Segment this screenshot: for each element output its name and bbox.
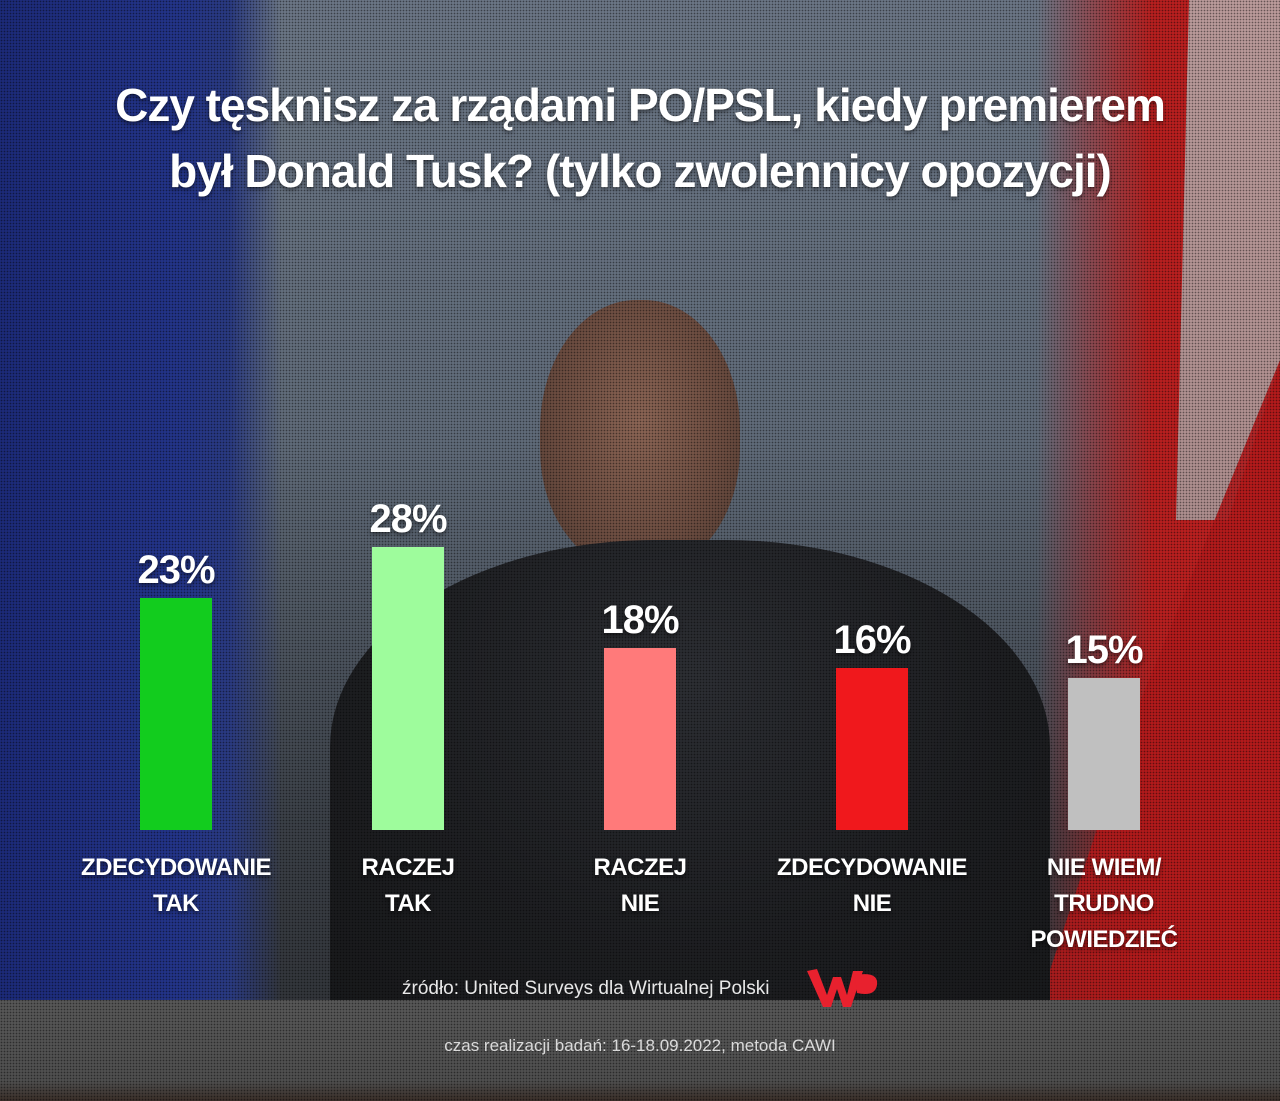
bar-value-label: 18%: [601, 598, 679, 642]
background-person-head: [540, 300, 740, 570]
bar-5: [1068, 678, 1140, 830]
source-text: źródło: United Surveys dla Wirtualnej Po…: [402, 978, 770, 999]
background-person-suit: [330, 540, 1050, 1000]
bar-category-label-line1: ZDECYDOWANIE: [80, 854, 272, 881]
bar-value-label: 23%: [137, 548, 215, 592]
chart-title-line2: był Donald Tusk? (tylko zwolennicy opozy…: [169, 145, 1112, 197]
bar-category-label-line1: NIE WIEM/: [1046, 854, 1162, 881]
bar-3: [604, 648, 676, 830]
bar-1: [140, 598, 212, 830]
bar-category-label-line2: TRUDNO POWIEDZIEĆ: [1030, 890, 1178, 953]
bar-category-label-line2: NIE: [620, 890, 660, 917]
bar-2: [372, 547, 444, 830]
bar-category-label: ZDECYDOWANIE NIE: [756, 850, 988, 922]
bar-category-label-line2: NIE: [852, 890, 892, 917]
bar-value-label: 28%: [369, 497, 447, 541]
background-desk: [0, 1000, 1280, 1101]
chart-title-line1: Czy tęsknisz za rządami PO/PSL, kiedy pr…: [115, 79, 1166, 131]
bar-category-label: NIE WIEM/TRUDNO POWIEDZIEĆ: [988, 850, 1220, 958]
bar-category-label-line2: TAK: [384, 890, 432, 917]
bar-category-label: RACZEJ TAK: [292, 850, 524, 922]
bar-value-label: 16%: [833, 618, 911, 662]
bar-category-label-line1: ZDECYDOWANIE: [776, 854, 968, 881]
bar-category-label-line1: RACZEJ: [593, 854, 687, 881]
survey-method-text: czas realizacji badań: 16-18.09.2022, me…: [444, 1036, 836, 1055]
bar-category-label: ZDECYDOWANIE TAK: [60, 850, 292, 922]
wp-logo-icon: [807, 969, 878, 1007]
wp-logo: [805, 965, 881, 1016]
bar-value-label: 15%: [1065, 628, 1143, 672]
bar-4: [836, 668, 908, 830]
bar-category-label-line2: TAK: [152, 890, 200, 917]
bar-category-label: RACZEJ NIE: [524, 850, 756, 922]
bar-category-label-line1: RACZEJ: [361, 854, 455, 881]
chart-title: Czy tęsknisz za rządami PO/PSL, kiedy pr…: [0, 72, 1280, 204]
